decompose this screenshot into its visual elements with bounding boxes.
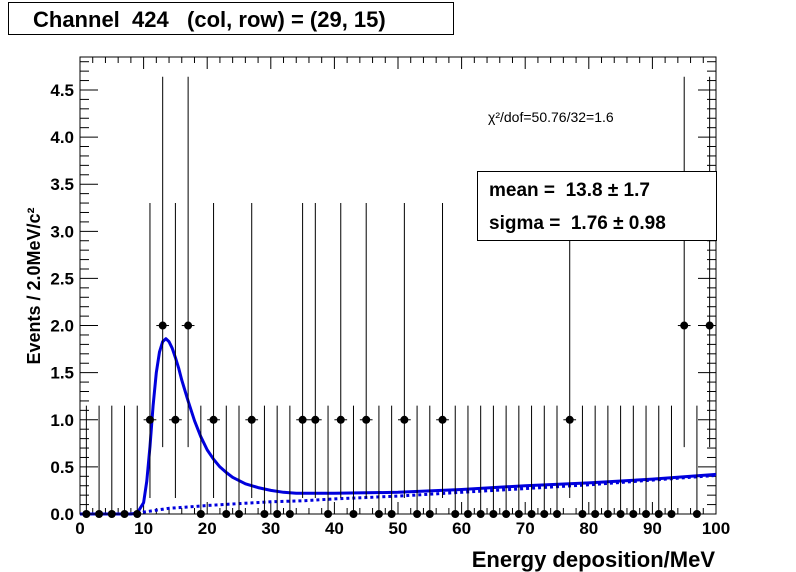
data-point	[95, 510, 104, 518]
data-point	[553, 510, 561, 518]
data-point	[247, 415, 256, 424]
data-point	[463, 510, 472, 518]
data-point	[705, 321, 714, 330]
x-tick-label: 70	[516, 519, 535, 538]
data-point	[120, 510, 129, 518]
data-point	[145, 415, 154, 424]
x-tick-label: 60	[452, 519, 471, 538]
data-point	[133, 510, 142, 518]
x-axis-label: Energy deposition/MeV	[472, 547, 716, 572]
data-point	[438, 415, 447, 424]
data-point	[565, 415, 574, 424]
data-point	[616, 510, 625, 518]
data-point	[425, 510, 434, 518]
data-point	[298, 415, 307, 424]
data-point	[222, 510, 231, 518]
data-point	[476, 510, 485, 518]
title-box: Channel 424 (col, row) = (29, 15)	[8, 2, 454, 35]
data-point	[107, 510, 116, 518]
data-point	[540, 510, 549, 518]
x-tick-label: 90	[643, 519, 662, 538]
y-tick-label: 0.5	[50, 458, 74, 477]
data-point	[209, 415, 218, 424]
data-point	[654, 510, 663, 518]
data-point	[514, 510, 523, 518]
data-point	[692, 510, 701, 518]
x-tick-label: 10	[134, 519, 153, 538]
data-point	[171, 415, 180, 424]
x-tick-label: 50	[389, 519, 408, 538]
data-point	[82, 510, 91, 518]
data-point	[196, 510, 205, 518]
data-point	[451, 510, 460, 518]
data-point	[324, 510, 333, 518]
y-tick-label: 3.5	[50, 175, 74, 194]
x-tick-label: 0	[75, 519, 84, 538]
data-point	[527, 510, 536, 518]
data-point	[591, 510, 600, 518]
y-tick-label: 4.0	[50, 128, 74, 147]
y-tick-label: 1.5	[50, 364, 74, 383]
data-point	[374, 510, 383, 518]
data-point	[349, 510, 358, 518]
y-axis-label: Events / 2.0MeV/c²	[24, 207, 44, 364]
data-point	[667, 510, 676, 518]
data-point	[502, 510, 511, 518]
x-tick-label: 100	[702, 519, 730, 538]
x-tick-label: 40	[325, 519, 344, 538]
data-point	[680, 321, 689, 330]
chi2-label: χ²/dof=50.76/32=1.6	[488, 109, 614, 125]
data-point	[387, 510, 396, 518]
data-point	[336, 415, 345, 424]
data-point	[629, 510, 638, 518]
data-point	[413, 510, 422, 518]
stats-sigma: sigma = 1.76 ± 0.98	[489, 213, 666, 234]
x-tick-label: 80	[579, 519, 598, 538]
data-point	[578, 510, 587, 518]
data-point	[273, 510, 282, 518]
stats-box: mean = 13.8 ± 1.7 sigma = 1.76 ± 0.98	[477, 171, 717, 241]
data-point	[285, 510, 294, 518]
data-point	[184, 321, 193, 330]
data-point	[158, 321, 167, 330]
data-point	[311, 415, 320, 424]
y-tick-label: 0.0	[50, 505, 74, 524]
data-point	[260, 510, 269, 518]
data-point	[235, 510, 243, 518]
y-tick-label: 4.5	[50, 81, 74, 100]
y-tick-label: 1.0	[50, 411, 74, 430]
y-tick-label: 3.0	[50, 222, 74, 241]
x-tick-label: 30	[261, 519, 280, 538]
chart-title: Channel 424 (col, row) = (29, 15)	[33, 7, 386, 32]
y-tick-label: 2.5	[50, 269, 74, 288]
data-point	[489, 510, 498, 518]
data-point	[400, 415, 409, 424]
stats-mean: mean = 13.8 ± 1.7	[489, 180, 650, 201]
x-tick-label: 20	[198, 519, 217, 538]
data-point	[642, 510, 651, 518]
y-tick-label: 2.0	[50, 317, 74, 336]
data-point	[362, 415, 371, 424]
data-point	[603, 510, 612, 518]
fit-background-curve	[136, 473, 717, 516]
